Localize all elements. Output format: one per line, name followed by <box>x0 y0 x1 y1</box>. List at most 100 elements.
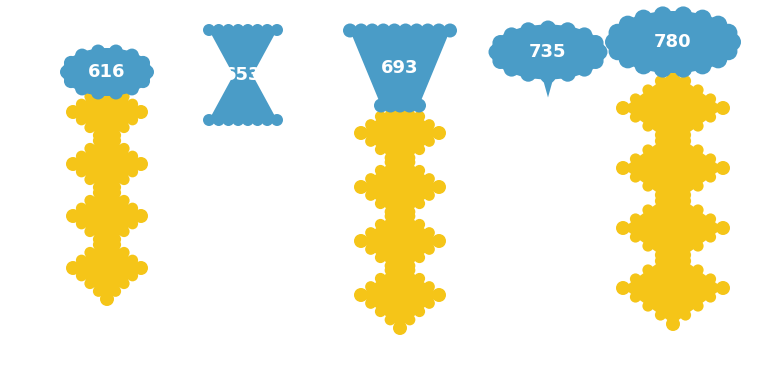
Polygon shape <box>623 132 723 204</box>
Circle shape <box>385 152 395 163</box>
Circle shape <box>680 130 691 141</box>
Circle shape <box>492 35 508 51</box>
Circle shape <box>616 161 630 175</box>
Circle shape <box>630 93 641 105</box>
Circle shape <box>432 180 446 194</box>
Circle shape <box>424 281 435 292</box>
Circle shape <box>705 93 716 105</box>
Circle shape <box>520 22 536 38</box>
Circle shape <box>693 180 703 192</box>
Text: 735: 735 <box>530 43 567 61</box>
Circle shape <box>716 161 730 175</box>
Circle shape <box>343 24 357 38</box>
Circle shape <box>375 111 386 122</box>
Circle shape <box>630 171 641 183</box>
Circle shape <box>127 218 138 229</box>
Circle shape <box>693 300 703 312</box>
Circle shape <box>605 33 623 51</box>
Circle shape <box>705 213 716 224</box>
Circle shape <box>404 103 415 114</box>
Circle shape <box>414 198 425 209</box>
Circle shape <box>705 273 716 284</box>
Circle shape <box>619 16 637 33</box>
Circle shape <box>404 210 415 222</box>
Circle shape <box>223 24 235 36</box>
Circle shape <box>85 91 95 102</box>
Circle shape <box>393 267 407 281</box>
Circle shape <box>76 255 87 266</box>
Circle shape <box>365 24 379 38</box>
Circle shape <box>76 114 87 125</box>
Circle shape <box>365 173 376 184</box>
Circle shape <box>385 206 395 217</box>
Circle shape <box>125 49 139 63</box>
Circle shape <box>385 314 395 325</box>
Circle shape <box>271 24 283 36</box>
Circle shape <box>492 53 508 69</box>
Circle shape <box>383 99 398 113</box>
Polygon shape <box>209 30 277 75</box>
Polygon shape <box>623 72 723 144</box>
Circle shape <box>93 182 104 193</box>
Circle shape <box>393 321 407 335</box>
Circle shape <box>76 270 87 282</box>
Circle shape <box>619 50 637 68</box>
Polygon shape <box>623 252 723 324</box>
Circle shape <box>118 226 130 237</box>
Circle shape <box>93 239 104 250</box>
Circle shape <box>110 83 121 94</box>
Circle shape <box>134 261 148 275</box>
Circle shape <box>393 159 407 173</box>
Circle shape <box>655 135 666 146</box>
Circle shape <box>203 114 215 126</box>
Circle shape <box>393 255 407 269</box>
Circle shape <box>85 247 95 258</box>
Circle shape <box>76 166 87 177</box>
Circle shape <box>609 24 626 42</box>
Circle shape <box>93 130 104 141</box>
Circle shape <box>655 190 666 201</box>
Circle shape <box>271 114 283 126</box>
Circle shape <box>393 201 407 215</box>
Circle shape <box>680 255 691 266</box>
Circle shape <box>136 74 150 88</box>
Circle shape <box>666 65 680 79</box>
Circle shape <box>588 53 604 69</box>
Circle shape <box>630 273 641 284</box>
Circle shape <box>376 24 390 38</box>
Circle shape <box>125 81 139 95</box>
Circle shape <box>630 231 641 243</box>
Circle shape <box>705 291 716 302</box>
Circle shape <box>365 227 376 238</box>
Circle shape <box>654 6 672 24</box>
Circle shape <box>654 60 672 78</box>
Circle shape <box>110 234 121 245</box>
Circle shape <box>110 286 121 297</box>
Circle shape <box>719 24 738 42</box>
Circle shape <box>375 273 386 284</box>
Circle shape <box>213 24 225 36</box>
Circle shape <box>118 91 130 102</box>
Circle shape <box>75 49 89 63</box>
Circle shape <box>424 227 435 238</box>
Circle shape <box>520 66 536 82</box>
Circle shape <box>693 56 712 74</box>
Circle shape <box>414 273 425 284</box>
Circle shape <box>424 190 435 201</box>
Circle shape <box>666 125 680 139</box>
Circle shape <box>402 99 417 113</box>
Circle shape <box>674 60 692 78</box>
Circle shape <box>719 42 738 60</box>
Polygon shape <box>543 79 553 98</box>
Circle shape <box>630 213 641 224</box>
Circle shape <box>655 309 666 321</box>
Circle shape <box>127 166 138 177</box>
Polygon shape <box>73 81 141 143</box>
Circle shape <box>109 45 123 59</box>
Circle shape <box>705 112 716 123</box>
Circle shape <box>642 300 654 312</box>
Circle shape <box>100 74 114 88</box>
Circle shape <box>118 278 130 289</box>
Circle shape <box>100 240 114 254</box>
Circle shape <box>576 61 592 77</box>
